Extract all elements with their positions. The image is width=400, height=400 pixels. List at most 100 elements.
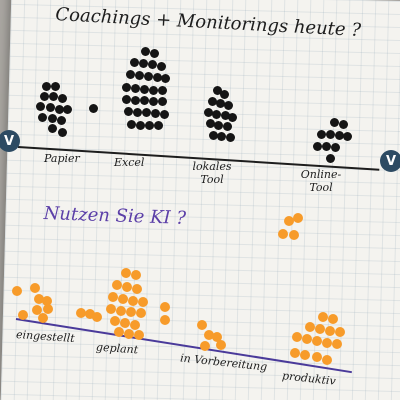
tool-vote-dot: [131, 96, 140, 105]
ai-vote-dot: [85, 309, 95, 319]
tool-vote-dot: [46, 103, 55, 112]
tool-vote-dot: [335, 131, 344, 140]
ai-vote-dot: [132, 284, 142, 294]
ai-vote-dot: [138, 297, 148, 307]
ai-vote-dot: [30, 283, 40, 293]
tool-vote-dot: [208, 97, 217, 106]
ai-vote-dot: [289, 230, 299, 240]
tool-vote-dot: [154, 121, 163, 130]
ai-vote-dot: [197, 320, 207, 330]
tool-label-excel: Excel: [114, 156, 145, 169]
tool-vote-dot: [48, 114, 57, 123]
ai-vote-dot: [134, 330, 144, 340]
ai-vote-dot: [315, 324, 325, 334]
tool-vote-dot: [148, 60, 157, 69]
ai-vote-dot: [120, 318, 130, 328]
tool-vote-dot: [339, 120, 348, 129]
tool-label-online-tool-text: Online-Tool: [300, 168, 342, 194]
ai-vote-dot: [212, 332, 222, 342]
ai-vote-dot: [34, 294, 44, 304]
ai-vote-dot: [32, 305, 42, 315]
ai-vote-dot: [332, 339, 342, 349]
ai-vote-dot: [126, 307, 136, 317]
tool-vote-dot: [58, 128, 67, 137]
tool-vote-dot: [48, 124, 57, 133]
tool-vote-dot: [124, 107, 133, 116]
tool-vote-dot: [313, 142, 322, 151]
tool-vote-dot: [140, 85, 149, 94]
tool-vote-dot: [212, 110, 221, 119]
ai-vote-dot: [38, 313, 48, 323]
tool-vote-dot: [139, 59, 148, 68]
tool-vote-dot: [49, 92, 58, 101]
ai-vote-dot: [106, 304, 116, 314]
badge-left: V: [0, 130, 20, 152]
tool-vote-dot: [326, 130, 335, 139]
badge-right: V: [380, 150, 400, 172]
tool-vote-dot: [158, 97, 167, 106]
tool-vote-dot: [209, 131, 218, 140]
ai-vote-dot: [160, 302, 170, 312]
tool-vote-dot: [122, 83, 131, 92]
tool-vote-dot: [144, 72, 153, 81]
ai-vote-dot: [312, 352, 322, 362]
tool-vote-dot: [223, 122, 232, 131]
tool-vote-dot: [224, 101, 233, 110]
tool-vote-dot: [331, 143, 340, 152]
ai-vote-dot: [114, 327, 124, 337]
tool-vote-dot: [130, 58, 139, 67]
ai-vote-dot: [318, 312, 328, 322]
ai-vote-dot: [204, 330, 214, 340]
tool-vote-dot: [153, 73, 162, 82]
tool-label-lokales-tool-text: lokales Tool: [192, 160, 232, 186]
tool-vote-dot: [57, 116, 66, 125]
tool-vote-dot: [133, 108, 142, 117]
tool-vote-dot: [317, 130, 326, 139]
tool-vote-dot: [126, 70, 135, 79]
tool-vote-dot: [131, 84, 140, 93]
ai-vote-dot: [116, 306, 126, 316]
tool-vote-dot: [330, 118, 339, 127]
tool-vote-dot: [38, 113, 47, 122]
ai-vote-dot: [160, 315, 170, 325]
tool-vote-dot: [58, 94, 67, 103]
ai-vote-dot: [300, 350, 310, 360]
tool-vote-dot: [226, 133, 235, 142]
tool-vote-dot: [150, 49, 159, 58]
tool-vote-dot: [122, 95, 131, 104]
ai-vote-dot: [121, 268, 131, 278]
tool-label-online-tool: Online-Tool: [296, 168, 346, 194]
tool-vote-dot: [142, 108, 151, 117]
ai-vote-dot: [335, 327, 345, 337]
tool-vote-dot: [55, 105, 64, 114]
tool-vote-dot: [36, 102, 45, 111]
tool-vote-dot: [135, 71, 144, 80]
tool-vote-dot: [51, 82, 60, 91]
tool-vote-dot: [206, 119, 215, 128]
tool-vote-dot: [214, 121, 223, 130]
tool-vote-dot: [160, 110, 169, 119]
ai-vote-dot: [108, 292, 118, 302]
ai-vote-dot: [122, 282, 132, 292]
tool-vote-dot: [140, 96, 149, 105]
ai-vote-dot: [112, 280, 122, 290]
ai-vote-dot: [312, 336, 322, 346]
ai-vote-dot: [302, 334, 312, 344]
tool-vote-dot: [343, 132, 352, 141]
ai-vote-dot: [290, 348, 300, 358]
tool-vote-dot: [322, 142, 331, 151]
ai-vote-dot: [325, 326, 335, 336]
ai-vote-dot: [43, 304, 53, 314]
stray-vote-dot: [89, 104, 98, 113]
ai-vote-dot: [216, 340, 226, 350]
tool-vote-dot: [42, 82, 51, 91]
tool-vote-dot: [145, 121, 154, 130]
tool-vote-dot: [326, 154, 335, 163]
tool-vote-dot: [149, 97, 158, 106]
tool-vote-dot: [213, 86, 222, 95]
ai-vote-dot: [305, 322, 315, 332]
ai-vote-dot: [130, 320, 140, 330]
ai-vote-dot: [128, 296, 138, 306]
ai-vote-dot: [278, 229, 288, 239]
